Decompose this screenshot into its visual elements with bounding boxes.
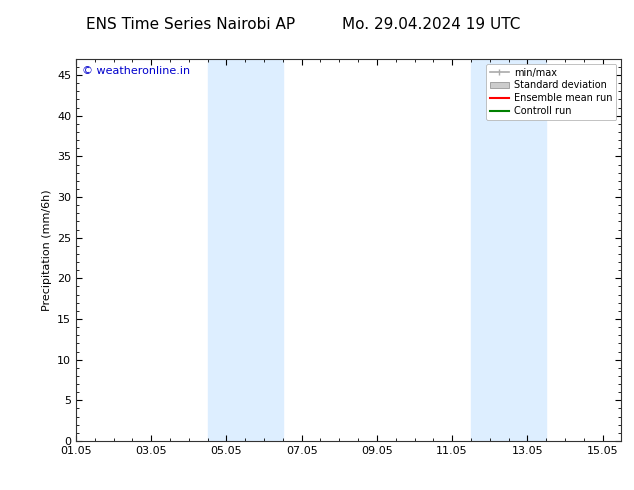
Text: Mo. 29.04.2024 19 UTC: Mo. 29.04.2024 19 UTC xyxy=(342,17,521,32)
Bar xyxy=(471,59,546,441)
Y-axis label: Precipitation (mm/6h): Precipitation (mm/6h) xyxy=(42,189,51,311)
Text: ENS Time Series Nairobi AP: ENS Time Series Nairobi AP xyxy=(86,17,295,32)
Text: © weatheronline.in: © weatheronline.in xyxy=(82,67,190,76)
Legend: min/max, Standard deviation, Ensemble mean run, Controll run: min/max, Standard deviation, Ensemble me… xyxy=(486,64,616,120)
Bar xyxy=(208,59,283,441)
